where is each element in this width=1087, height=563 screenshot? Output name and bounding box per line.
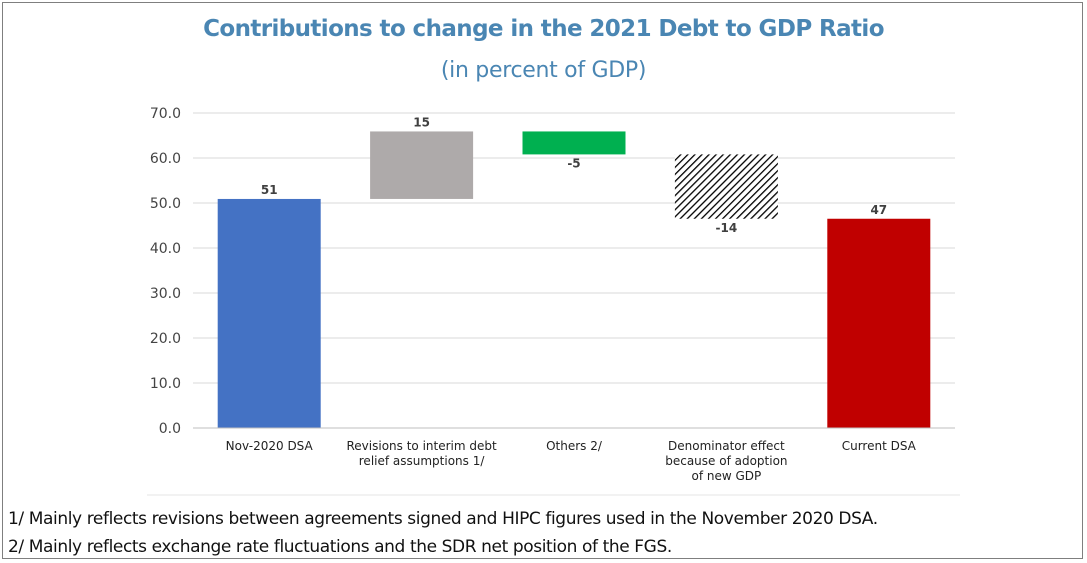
y-tick-label: 10.0 [150, 376, 181, 392]
data-label: 15 [413, 115, 430, 129]
y-tick-label: 20.0 [150, 331, 181, 347]
y-tick-label: 0.0 [159, 421, 181, 437]
data-labels: 51 15 -5 -14 47 [261, 115, 887, 234]
category-label: Current DSA [842, 439, 917, 453]
footnote-2: 2/ Mainly reflects exchange rate fluctua… [8, 537, 672, 557]
data-label: -14 [716, 221, 738, 235]
y-tick-label: 30.0 [150, 286, 181, 302]
y-tick-label: 40.0 [150, 241, 181, 257]
bar [370, 131, 474, 199]
category-label: relief assumptions 1/ [359, 454, 486, 468]
bars [217, 131, 931, 428]
bar [674, 154, 778, 219]
bar [827, 218, 931, 428]
category-label: Denominator effect [668, 439, 785, 453]
y-tick-label: 70.0 [150, 106, 181, 122]
y-tick-label: 50.0 [150, 196, 181, 212]
bar [217, 198, 321, 428]
bar [522, 131, 626, 155]
data-label: 51 [261, 183, 278, 197]
data-label: -5 [567, 156, 580, 170]
category-labels: Nov-2020 DSA Revisions to interim debtrel… [226, 439, 917, 483]
category-label: because of adoption [665, 454, 787, 468]
category-label: Revisions to interim debt [346, 439, 496, 453]
chart-subtitle: (in percent of GDP) [440, 58, 647, 83]
y-tick-label: 60.0 [150, 151, 181, 167]
category-label: Nov-2020 DSA [226, 439, 314, 453]
category-label: Others 2/ [546, 439, 603, 453]
y-axis-tick-labels: 0.0 10.0 20.0 30.0 40.0 50.0 60.0 70.0 [150, 106, 181, 437]
chart-title: Contributions to change in the 2021 Debt… [203, 16, 884, 42]
footnote-1: 1/ Mainly reflects revisions between agr… [8, 509, 878, 529]
category-label: of new GDP [692, 469, 762, 483]
data-label: 47 [870, 203, 887, 217]
